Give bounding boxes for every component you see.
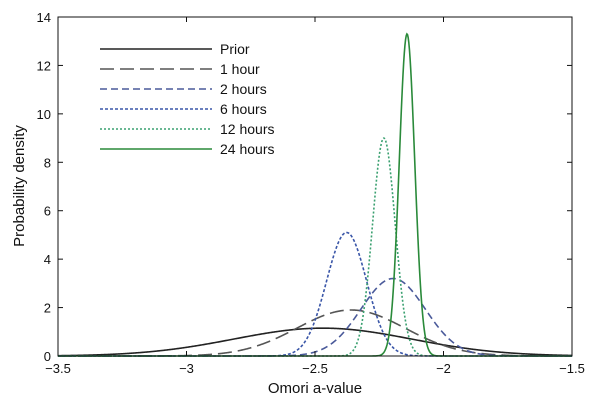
legend-label: 12 hours <box>220 121 274 137</box>
plot-frame <box>57 16 573 357</box>
y-tick-label: 14 <box>37 10 51 25</box>
y-tick-label: 6 <box>44 204 51 219</box>
series-line-24-hours <box>58 32 572 357</box>
x-tick-label: −2.5 <box>302 361 328 376</box>
curves <box>57 32 573 357</box>
x-tick-label: −3.5 <box>45 361 71 376</box>
legend-label: Prior <box>220 41 250 57</box>
y-tick-label: 10 <box>37 107 51 122</box>
series-line-1-hour <box>58 309 572 357</box>
series-line-12-hours <box>58 137 572 357</box>
series-line-2-hours <box>58 277 572 357</box>
x-axis-label: Omori a-value <box>268 380 362 397</box>
series-line-6-hours <box>58 231 572 357</box>
y-tick-label: 0 <box>44 349 51 364</box>
series-line-prior <box>57 327 573 357</box>
legend-label: 2 hours <box>220 81 267 97</box>
legend-label: 6 hours <box>220 101 267 117</box>
x-tick-label: −1.5 <box>559 361 585 376</box>
y-tick-label: 8 <box>44 155 51 170</box>
y-tick-label: 12 <box>37 58 51 73</box>
ticks: −3.5 −3 −2.5 −2 −1.5 0 2 4 6 8 10 12 14 <box>37 10 585 376</box>
y-axis-label: Probability density <box>11 125 28 247</box>
legend-label: 1 hour <box>220 61 260 77</box>
legend-label: 24 hours <box>220 141 274 157</box>
y-tick-label: 2 <box>44 301 51 316</box>
legend: Prior 1 hour 2 hours 6 hours 12 hours 24 hour… <box>100 41 274 157</box>
y-tick-label: 4 <box>44 252 51 267</box>
x-tick-label: −2 <box>436 361 451 376</box>
x-tick-label: −3 <box>179 361 194 376</box>
